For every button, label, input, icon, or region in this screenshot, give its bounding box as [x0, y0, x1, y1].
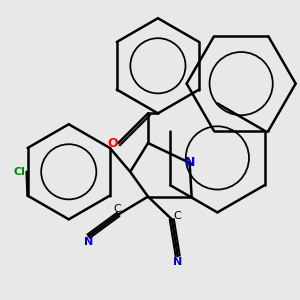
Text: O: O	[107, 136, 118, 150]
Text: N: N	[173, 257, 182, 267]
Text: N: N	[84, 237, 93, 247]
Text: N: N	[184, 156, 195, 170]
Text: C: C	[173, 212, 181, 221]
Text: C: C	[113, 204, 121, 214]
Text: Cl: Cl	[13, 167, 25, 177]
